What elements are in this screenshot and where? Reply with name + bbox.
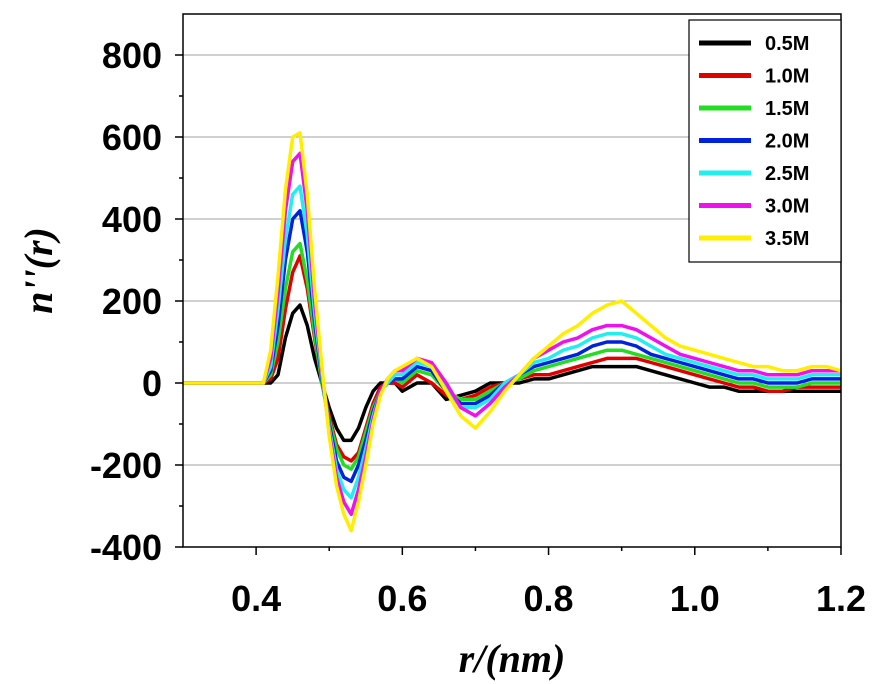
y-tick-label: -200: [90, 445, 162, 486]
x-tick-labels: 0.4 0.6 0.8 1.0 1.2: [231, 578, 866, 619]
legend: 0.5M 1.0M 1.5M 2.0M 2.5M 3.0M 3.5M: [688, 19, 842, 263]
y-tick-label: 200: [102, 281, 162, 322]
x-tick-label: 1.2: [816, 578, 866, 619]
legend-label: 0.5M: [765, 33, 809, 55]
y-tick-labels: -400 -200 0 200 400 600 800: [90, 35, 162, 568]
plot-frame: [182, 13, 842, 548]
y-tick-label: -400: [90, 527, 162, 568]
legend-label: 3.5M: [765, 228, 809, 250]
series-line-3.5M: [183, 131, 842, 533]
legend-label: 3.0M: [765, 196, 809, 218]
legend-label: 1.5M: [765, 98, 809, 120]
x-tick-label: 0.8: [524, 578, 574, 619]
legend-label: 2.0M: [765, 131, 809, 153]
legend-label: 1.0M: [765, 66, 809, 88]
series-line-1.5M: [183, 241, 841, 471]
y-tick-label: 400: [102, 199, 162, 240]
series-line-0.5M: [183, 303, 841, 443]
axis-ticks: [175, 54, 842, 555]
x-tick-label: 0.6: [377, 578, 427, 619]
y-axis-label: n''(r): [16, 227, 61, 314]
series-lines: [183, 131, 842, 533]
y-tick-label: 0: [142, 363, 162, 404]
series-line-3.0M: [183, 151, 841, 516]
x-tick-label: 0.4: [231, 578, 281, 619]
y-tick-label: 600: [102, 117, 162, 158]
x-tick-label: 1.0: [670, 578, 720, 619]
series-line-2.0M: [183, 209, 841, 484]
legend-label: 2.5M: [765, 163, 809, 185]
x-axis-label: r/(nm): [459, 636, 566, 681]
y-tick-label: 800: [102, 35, 162, 76]
